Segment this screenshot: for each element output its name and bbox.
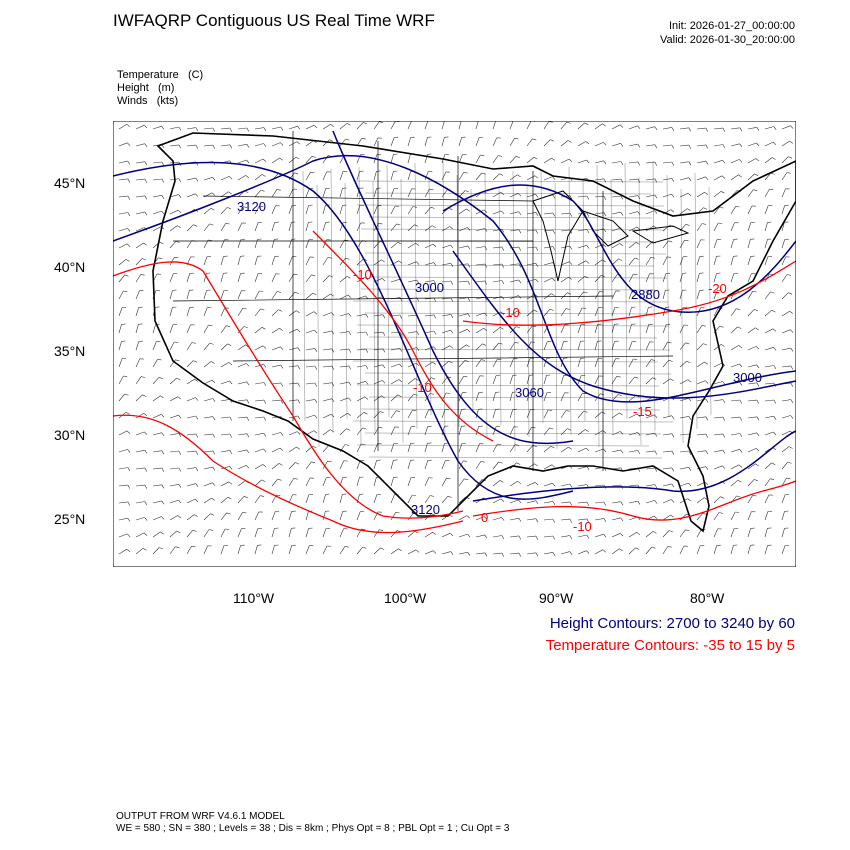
height-contour-legend: Height Contours: 2700 to 3240 by 60	[549, 615, 795, 632]
temperature-contours	[113, 230, 796, 534]
height-label: 3060	[515, 385, 544, 400]
field-height: Height (m)	[117, 82, 175, 94]
model-info: OUTPUT FROM WRF V4.6.1 MODEL	[116, 811, 285, 822]
county-boundaries	[302, 160, 712, 459]
temperature-contour-legend: Temperature Contours: -35 to 15 by 5	[545, 637, 795, 654]
field-winds: Winds (kts)	[117, 95, 179, 107]
temp-label: -10	[501, 305, 520, 320]
height-contours	[113, 130, 796, 502]
height-label: 3000	[415, 280, 444, 295]
model-settings: WE = 580 ; SN = 380 ; Levels = 38 ; Dis …	[116, 823, 510, 834]
height-label: 2880	[631, 287, 660, 302]
temp-label: -10	[573, 519, 592, 534]
lon-label-90: 90°W	[539, 590, 574, 606]
valid-time: Valid: 2026-01-30_20:00:00	[660, 34, 795, 46]
us-outline	[152, 132, 796, 533]
map-title: IWFAQRP Contiguous US Real Time WRF	[113, 11, 435, 30]
temp-label: 0	[481, 510, 488, 525]
weather-map: 3120 3000 2880 3000 3060 3120 -10 -10 -1…	[113, 121, 796, 567]
temp-label: -10	[353, 267, 372, 282]
contour-labels: 3120 3000 2880 3000 3060 3120 -10 -10 -1…	[237, 199, 762, 534]
lat-label-25: 25°N	[54, 511, 86, 527]
temp-label: -15	[633, 404, 652, 419]
lat-label-35: 35°N	[54, 343, 86, 359]
lat-label-30: 30°N	[54, 427, 86, 443]
lon-label-110: 110°W	[233, 590, 275, 606]
lon-label-100: 100°W	[384, 590, 427, 606]
temp-label: -20	[708, 281, 727, 296]
lat-label-40: 40°N	[54, 259, 86, 275]
temp-label: -10	[413, 380, 432, 395]
init-time: Init: 2026-01-27_00:00:00	[669, 20, 795, 32]
height-label: 3120	[411, 502, 440, 517]
lon-label-80: 80°W	[690, 590, 725, 606]
height-label: 3120	[237, 199, 266, 214]
lat-label-45: 45°N	[54, 175, 86, 191]
height-label: 3000	[733, 370, 762, 385]
field-temperature: Temperature (C)	[117, 69, 204, 81]
